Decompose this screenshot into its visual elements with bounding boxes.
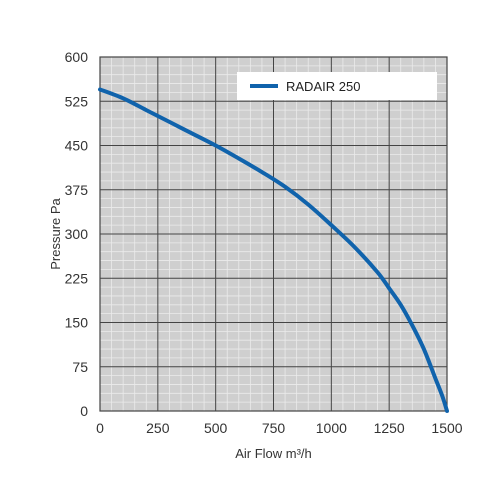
legend-label-radair-250: RADAIR 250	[286, 79, 360, 94]
y-tick-label: 300	[65, 226, 89, 242]
x-tick-label: 0	[96, 420, 104, 436]
tick-labels: 0 250 500 750 1000 1250 1500 0 75 150 225 300 375 450…	[65, 49, 463, 436]
y-tick-label: 75	[72, 359, 88, 375]
x-tick-label: 1500	[431, 420, 462, 436]
y-tick-label: 0	[80, 403, 88, 419]
legend: RADAIR 250	[237, 72, 437, 100]
x-tick-label: 500	[204, 420, 228, 436]
plot-border	[99, 56, 448, 412]
y-tick-label: 225	[65, 270, 89, 286]
y-axis-title: Pressure Pa	[48, 197, 63, 269]
y-tick-label: 450	[65, 138, 89, 154]
series-layer	[98, 87, 449, 413]
y-tick-label: 150	[65, 315, 89, 331]
y-tick-label: 600	[65, 49, 89, 65]
x-tick-label: 1250	[374, 420, 405, 436]
x-tick-label: 250	[146, 420, 170, 436]
y-tick-label: 525	[65, 93, 89, 109]
x-tick-label: 750	[262, 420, 286, 436]
x-axis-title: Air Flow m³/h	[235, 446, 312, 461]
series-line-radair-250	[98, 87, 449, 413]
x-tick-label: 1000	[316, 420, 347, 436]
y-tick-label: 375	[65, 182, 89, 198]
